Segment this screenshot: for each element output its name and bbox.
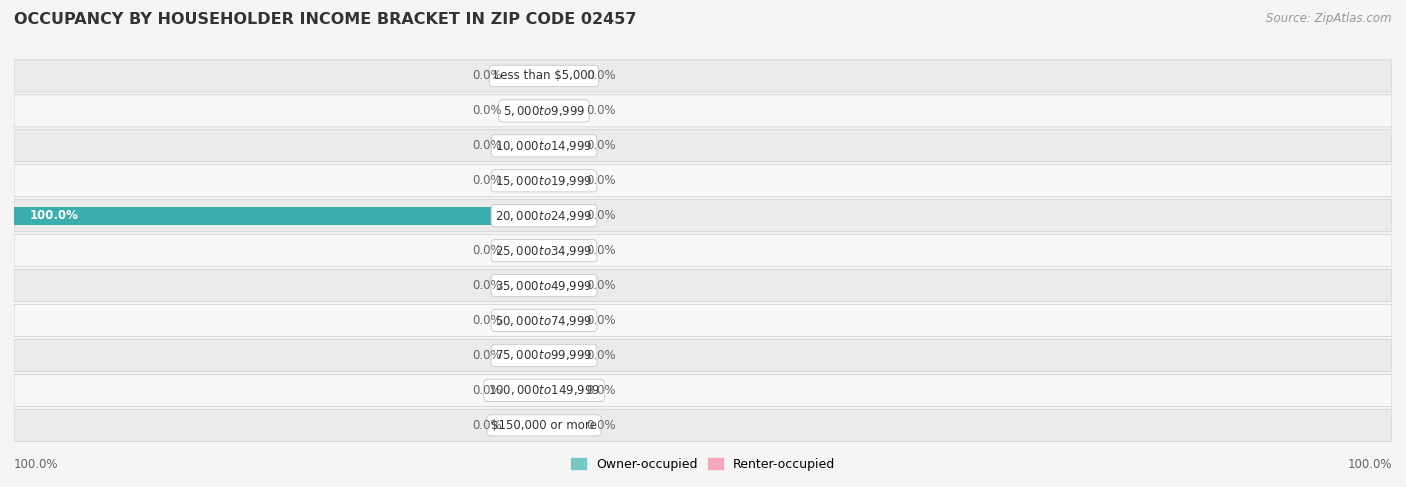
FancyBboxPatch shape	[14, 269, 1392, 301]
FancyBboxPatch shape	[14, 409, 1392, 441]
Text: Less than $5,000: Less than $5,000	[494, 70, 595, 82]
Text: 0.0%: 0.0%	[472, 104, 502, 117]
Text: 0.0%: 0.0%	[586, 104, 616, 117]
Text: $5,000 to $9,999: $5,000 to $9,999	[503, 104, 585, 118]
Text: $15,000 to $19,999: $15,000 to $19,999	[495, 174, 593, 187]
Legend: Owner-occupied, Renter-occupied: Owner-occupied, Renter-occupied	[567, 453, 839, 476]
Bar	[508, 381, 544, 399]
Bar	[544, 242, 581, 260]
Bar	[508, 242, 544, 260]
FancyBboxPatch shape	[14, 375, 1392, 407]
Text: 0.0%: 0.0%	[472, 70, 502, 82]
Text: 0.0%: 0.0%	[586, 244, 616, 257]
Text: 0.0%: 0.0%	[586, 349, 616, 362]
Bar	[544, 381, 581, 399]
Bar	[508, 67, 544, 85]
Bar	[508, 416, 544, 434]
Text: $150,000 or more: $150,000 or more	[491, 419, 598, 432]
Text: 0.0%: 0.0%	[586, 209, 616, 222]
Text: OCCUPANCY BY HOUSEHOLDER INCOME BRACKET IN ZIP CODE 02457: OCCUPANCY BY HOUSEHOLDER INCOME BRACKET …	[14, 12, 637, 27]
Text: 0.0%: 0.0%	[586, 70, 616, 82]
Bar	[508, 277, 544, 295]
Text: 100.0%: 100.0%	[14, 458, 59, 471]
Text: $75,000 to $99,999: $75,000 to $99,999	[495, 348, 593, 362]
Text: $50,000 to $74,999: $50,000 to $74,999	[495, 314, 593, 327]
Text: 0.0%: 0.0%	[586, 279, 616, 292]
FancyBboxPatch shape	[14, 95, 1392, 127]
FancyBboxPatch shape	[14, 304, 1392, 337]
Text: 0.0%: 0.0%	[472, 384, 502, 397]
FancyBboxPatch shape	[14, 339, 1392, 372]
Text: $10,000 to $14,999: $10,000 to $14,999	[495, 139, 593, 153]
Bar	[544, 346, 581, 365]
Bar	[508, 137, 544, 155]
Text: $100,000 to $149,999: $100,000 to $149,999	[488, 383, 600, 397]
Text: $25,000 to $34,999: $25,000 to $34,999	[495, 244, 593, 258]
FancyBboxPatch shape	[14, 200, 1392, 232]
Bar	[544, 206, 581, 225]
Text: 0.0%: 0.0%	[586, 419, 616, 432]
Text: 0.0%: 0.0%	[472, 419, 502, 432]
Bar	[544, 311, 581, 330]
Text: $35,000 to $49,999: $35,000 to $49,999	[495, 279, 593, 293]
Text: 0.0%: 0.0%	[472, 139, 502, 152]
Text: 0.0%: 0.0%	[472, 314, 502, 327]
Text: $20,000 to $24,999: $20,000 to $24,999	[495, 208, 593, 223]
Bar	[544, 416, 581, 434]
Text: 0.0%: 0.0%	[472, 174, 502, 187]
Text: 0.0%: 0.0%	[586, 384, 616, 397]
Text: 0.0%: 0.0%	[586, 314, 616, 327]
Bar	[544, 67, 581, 85]
FancyBboxPatch shape	[14, 130, 1392, 162]
Text: 100.0%: 100.0%	[1347, 458, 1392, 471]
FancyBboxPatch shape	[14, 165, 1392, 197]
Bar	[14, 206, 544, 225]
Text: 0.0%: 0.0%	[472, 349, 502, 362]
Bar	[544, 277, 581, 295]
FancyBboxPatch shape	[14, 60, 1392, 92]
Bar	[544, 171, 581, 190]
Bar	[544, 137, 581, 155]
Text: 100.0%: 100.0%	[30, 209, 79, 222]
Text: 0.0%: 0.0%	[586, 174, 616, 187]
Text: 0.0%: 0.0%	[472, 279, 502, 292]
Bar	[508, 311, 544, 330]
Bar	[508, 102, 544, 120]
FancyBboxPatch shape	[14, 235, 1392, 267]
Text: 0.0%: 0.0%	[586, 139, 616, 152]
Text: Source: ZipAtlas.com: Source: ZipAtlas.com	[1267, 12, 1392, 25]
Text: 0.0%: 0.0%	[472, 244, 502, 257]
Bar	[544, 102, 581, 120]
Bar	[508, 171, 544, 190]
Bar	[508, 346, 544, 365]
